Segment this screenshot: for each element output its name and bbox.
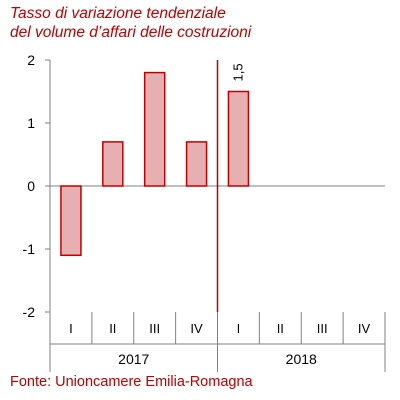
x-category-label: I	[237, 321, 241, 336]
x-category-label: IV	[358, 321, 371, 336]
y-tick-label: -2	[23, 304, 36, 320]
y-tick-label: 2	[27, 52, 35, 68]
bar	[60, 185, 82, 257]
data-label: 1,5	[230, 63, 245, 81]
bar	[102, 141, 124, 187]
x-category-label: II	[277, 321, 284, 336]
bar	[227, 90, 250, 187]
chart-source: Fonte: Unioncamere Emilia-Romagna	[10, 374, 253, 390]
chart-title: Tasso di variazione tendenziale del volu…	[10, 5, 252, 41]
bar	[185, 141, 208, 187]
y-tick-label: -1	[23, 241, 36, 257]
x-category-label: II	[109, 321, 116, 336]
x-category-label: III	[317, 321, 328, 336]
x-category-label: III	[149, 321, 160, 336]
bar	[143, 71, 166, 187]
x-category-label: I	[69, 321, 73, 336]
x-group-label: 2018	[286, 351, 317, 367]
y-tick-label: 1	[27, 115, 35, 131]
x-category-label: IV	[190, 321, 203, 336]
y-tick-label: 0	[27, 178, 35, 194]
x-group-label: 2017	[118, 351, 149, 367]
